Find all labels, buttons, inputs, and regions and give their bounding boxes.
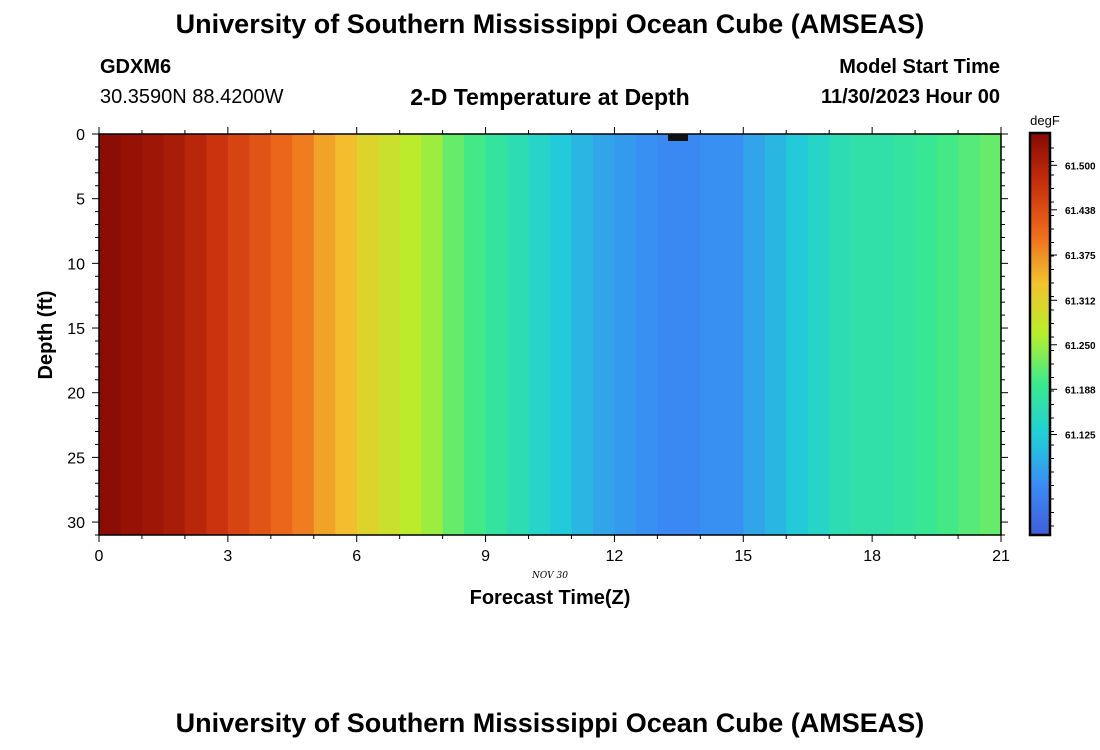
colorbar-tick-label: 61.500	[1065, 161, 1096, 172]
x-tick-label: 3	[223, 548, 232, 565]
colorbar-tick-label: 61.188	[1065, 385, 1096, 396]
heatmap-cell	[764, 134, 787, 535]
chart-title-top: University of Southern Mississippi Ocean…	[175, 9, 925, 39]
y-tick-label: 0	[76, 127, 85, 144]
heatmap-cell	[421, 134, 444, 535]
plot-frame	[98, 133, 1002, 536]
heatmap-cell	[571, 134, 594, 535]
colorbar-tick-label: 61.312	[1065, 296, 1096, 307]
heatmap-cell	[721, 134, 744, 535]
heatmap-cell	[227, 134, 250, 535]
heatmap-cell	[700, 134, 723, 535]
heatmap-cell	[270, 134, 293, 535]
heatmap-cell	[528, 134, 551, 535]
heatmap-cell	[786, 134, 809, 535]
heatmap-cell	[507, 134, 530, 535]
colorbar-tick-label: 61.125	[1065, 431, 1096, 442]
surface-marker	[668, 134, 688, 141]
heatmap-cell	[464, 134, 487, 535]
y-tick-label: 15	[67, 321, 85, 338]
date-label: NOV 30	[531, 571, 568, 581]
colorbar-ticks: 61.125 61.188 61.250 61.312 61.375 61.438 61.5…	[1050, 147, 1096, 527]
heatmap-cell	[120, 134, 143, 535]
colorbar	[1028, 131, 1052, 537]
colorbar-units: degF	[1030, 113, 1060, 128]
heatmap-cell	[958, 134, 981, 535]
heatmap-cell	[313, 134, 336, 535]
y-tick-label: 25	[67, 450, 85, 467]
heatmap-cell	[614, 134, 637, 535]
x-tick-label: 15	[734, 548, 752, 565]
heatmap-cell	[635, 134, 658, 535]
heatmap-cell	[184, 134, 207, 535]
model-start-label: Model Start Time	[839, 56, 1000, 78]
heatmap-cell	[292, 134, 315, 535]
heatmap-cell	[979, 134, 1002, 535]
heatmap-cell	[936, 134, 959, 535]
station-coordinates: 30.3590N 88.4200W	[100, 86, 284, 108]
heatmap-cell	[442, 134, 465, 535]
heatmap-cell	[829, 134, 852, 535]
heatmap-cell	[399, 134, 422, 535]
heatmap-cell	[550, 134, 573, 535]
heatmap-cell	[335, 134, 358, 535]
heatmap-cell	[356, 134, 379, 535]
x-tick-label: 9	[481, 548, 490, 565]
chart-subtitle: 2-D Temperature at Depth	[410, 84, 690, 110]
heatmap-cell	[872, 134, 895, 535]
y-tick-label: 10	[67, 256, 85, 273]
colorbar-tick-label: 61.375	[1065, 251, 1096, 262]
heatmap-cell	[657, 134, 680, 535]
x-tick-label: 12	[606, 548, 624, 565]
x-axis-title: Forecast Time(Z)	[470, 587, 631, 609]
heatmap-cell	[678, 134, 701, 535]
heatmap-cell	[141, 134, 165, 535]
axis-ticks	[92, 127, 1008, 542]
station-id: GDXM6	[100, 56, 172, 78]
y-tick-label: 5	[76, 192, 85, 209]
y-tick-label: 30	[67, 515, 85, 532]
y-axis-title: Depth (ft)	[35, 291, 57, 380]
heatmap-cell	[850, 134, 873, 535]
heatmap-cell	[99, 134, 122, 535]
colorbar-tick-label: 61.250	[1065, 341, 1096, 352]
colorbar-tick-label: 61.438	[1065, 206, 1096, 217]
heatmap-cell	[592, 134, 616, 535]
heatmap-cell	[206, 134, 229, 535]
heatmap-cell	[807, 134, 830, 535]
x-tick-label: 0	[95, 548, 104, 565]
heatmap-cell	[485, 134, 508, 535]
x-tick-label: 21	[992, 548, 1010, 565]
model-start-value: 11/30/2023 Hour 00	[820, 86, 1000, 108]
y-tick-label: 20	[67, 386, 85, 403]
heatmap-cell	[378, 134, 401, 535]
heatmap-cell	[249, 134, 272, 535]
x-tick-label: 6	[352, 548, 361, 565]
heatmap-cell	[915, 134, 938, 535]
heatmap-cell	[743, 134, 766, 535]
x-tick-label: 18	[863, 548, 881, 565]
chart-title-bottom: University of Southern Mississippi Ocean…	[175, 708, 925, 738]
axis-tick-labels: 0 3 6 9 12 15 18 21 0 5 10 15 20 25 30	[67, 127, 1010, 565]
heatmap-cells	[99, 134, 1002, 535]
heatmap-cell	[893, 134, 916, 535]
heatmap-cell	[163, 134, 186, 535]
